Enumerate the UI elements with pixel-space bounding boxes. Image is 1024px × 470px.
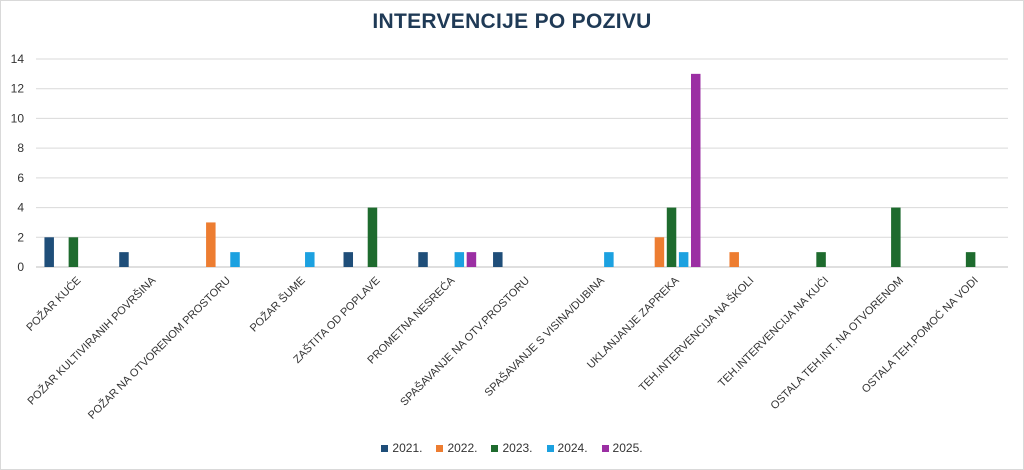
legend-item: 2022. xyxy=(436,441,477,455)
y-tick-label: 14 xyxy=(11,52,25,66)
bar-2024-9 xyxy=(678,252,689,267)
x-tick-label: ZAŠTITA OD POPLAVE xyxy=(291,274,383,366)
bar-2023-9 xyxy=(666,207,677,267)
bar-2022-3 xyxy=(206,222,216,267)
legend-label: 2022. xyxy=(447,441,478,455)
bar-2023-13 xyxy=(965,252,976,267)
x-tick-label: POŽAR NA OTVORENOM PROSTORU xyxy=(85,274,233,422)
x-tick-label: PROMETNA NESREĆA xyxy=(365,273,458,366)
legend-item: 2024. xyxy=(546,441,588,455)
x-tick-label: TEH.INTERVENCIJA NA ŠKOLI xyxy=(636,274,756,394)
bar-2025-9 xyxy=(690,73,701,267)
x-tick-label: OSTALA TEH.POMOĆ NA VODI xyxy=(859,274,981,396)
chart-title: INTERVENCIJE PO POZIVU xyxy=(372,10,652,33)
bar-2024-3 xyxy=(230,252,240,267)
chart-legend: 2021. 2022. 2023. 2024. 2025. xyxy=(0,441,1024,455)
x-tick-label: SPAŠAVANJE NA OTV.PROSTORU xyxy=(398,274,533,409)
legend-label: 2021. xyxy=(392,441,423,455)
y-tick-label: 10 xyxy=(11,111,25,125)
legend-item: 2021. xyxy=(381,441,422,455)
legend-label: 2025. xyxy=(612,441,643,455)
bar-2021-7 xyxy=(493,252,503,267)
y-tick-label: 4 xyxy=(17,201,24,215)
legend-label: 2023. xyxy=(502,441,533,455)
bar-2021-6 xyxy=(418,252,428,267)
x-tick-label: SPAŠAVANJE S VISINA/DUBINA xyxy=(482,273,608,399)
legend-swatch xyxy=(491,444,499,452)
y-tick-label: 0 xyxy=(17,260,24,274)
legend-swatch xyxy=(381,444,389,452)
legend-swatch xyxy=(436,444,444,452)
bar-2023-12 xyxy=(891,207,901,267)
legend-item: 2023. xyxy=(491,441,533,455)
bar-2021-1 xyxy=(44,237,54,267)
bar-2023-1 xyxy=(68,237,79,267)
x-tick-label: POŽAR ŠUME xyxy=(247,274,308,335)
bar-2023-5 xyxy=(367,207,378,267)
bar-2021-5 xyxy=(343,252,354,267)
bar-2023-11 xyxy=(816,252,826,267)
bar-2022-9 xyxy=(654,237,665,267)
bar-2025-6 xyxy=(466,252,477,267)
legend-item: 2025. xyxy=(601,441,643,455)
y-tick-label: 2 xyxy=(17,230,24,244)
legend-swatch xyxy=(601,444,609,452)
y-tick-label: 8 xyxy=(17,141,24,155)
bar-2024-6 xyxy=(454,252,465,267)
legend-label: 2024. xyxy=(557,441,588,455)
bar-2024-8 xyxy=(604,252,614,267)
bar-2021-2 xyxy=(119,252,129,267)
bar-2024-4 xyxy=(305,252,315,267)
y-tick-label: 6 xyxy=(17,171,24,185)
y-tick-label: 12 xyxy=(11,82,25,96)
bar-2022-10 xyxy=(729,252,739,267)
x-tick-label: OSTALA TEH.INT. NA OTVORENOM xyxy=(769,275,906,412)
x-tick-label: POŽAR KUĆE xyxy=(24,274,84,334)
x-tick-label: POŽAR KULTIVIRANIH POVRŠINA xyxy=(25,273,159,407)
legend-swatch xyxy=(546,444,554,452)
